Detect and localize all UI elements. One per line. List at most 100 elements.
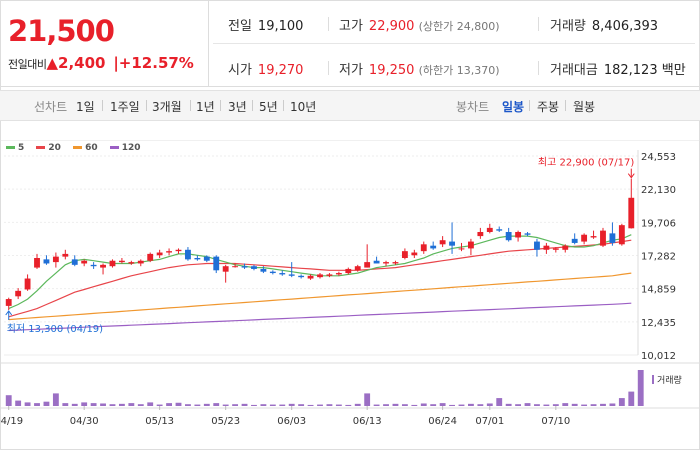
divider [538, 17, 539, 31]
candle [34, 253, 40, 269]
candle [194, 255, 201, 261]
stat-label: 전일 [228, 19, 252, 34]
candle [524, 231, 531, 237]
candle [203, 255, 210, 263]
price-tick-label: 24,553 [641, 152, 676, 163]
candle [232, 263, 239, 268]
volume-bar [439, 403, 446, 406]
volume-bar [335, 404, 342, 406]
price-tick-label: 10,012 [641, 351, 676, 362]
candle [241, 263, 248, 269]
volume-bar [185, 404, 191, 406]
period-monthly-candle[interactable]: 월봉 [573, 100, 596, 114]
volume-bar [373, 404, 380, 406]
period-1week[interactable]: 1주일 [110, 100, 140, 114]
ma20-line [8, 239, 632, 318]
stat-value: 8,406,393 [591, 19, 659, 34]
lower-limit-price: (하한가 13,370) [418, 64, 500, 77]
stat-value: 182,123 [603, 63, 658, 78]
divider [220, 100, 221, 111]
volume-bar [581, 404, 588, 406]
candle [137, 259, 144, 267]
candle [260, 266, 267, 274]
candle-body [590, 236, 597, 238]
divider [190, 100, 191, 111]
candle-body [345, 268, 352, 274]
candle-body [505, 231, 512, 241]
period-1year[interactable]: 1년 [196, 100, 215, 114]
candle [468, 238, 474, 256]
candle-body [411, 252, 418, 256]
candle [62, 249, 69, 260]
period-1day[interactable]: 1일 [76, 100, 95, 114]
candle-body [383, 262, 389, 264]
candle-body [543, 245, 550, 250]
candle [251, 264, 257, 271]
period-3month[interactable]: 3개월 [152, 100, 182, 114]
row-divider [213, 43, 695, 44]
volume-bar [203, 403, 210, 406]
up-arrow-icon: ▲ [46, 54, 59, 72]
chart-annotations: 최고 22,900 (07/17) 최저 13,300 (04/19) [5, 157, 635, 335]
high-price-annotation: 최고 22,900 (07/17) [538, 157, 634, 169]
volume-bar [618, 398, 625, 406]
candle [590, 230, 597, 239]
candle-body [534, 241, 540, 250]
candle-body [486, 227, 493, 232]
volume-bar [628, 391, 635, 406]
volume-bar [354, 403, 361, 406]
candle-body [298, 275, 305, 278]
period-daily-candle[interactable]: 일봉 [502, 100, 525, 114]
volume-bar [326, 404, 333, 406]
candle [458, 242, 465, 252]
volume-bar [420, 403, 427, 406]
candle [81, 259, 88, 267]
candlestick-chart[interactable]: 24,553 22,130 19,706 17,282 14,859 12,435 10,0… [0, 140, 700, 450]
candle-body [24, 278, 31, 290]
volume-bar [81, 402, 88, 406]
quote-header: 21,500 전일대비▲2,400 |+12.57% 전일 19,100 고가 22… [0, 0, 700, 87]
volume-bar [411, 404, 418, 406]
candle-body [137, 260, 144, 264]
candle [166, 248, 172, 256]
candle-body [166, 251, 172, 253]
period-10year[interactable]: 10년 [290, 100, 317, 114]
candle-body [600, 230, 606, 246]
candle [269, 270, 276, 275]
candle [213, 255, 220, 274]
volume-bar [524, 403, 531, 406]
volume-bar [505, 403, 512, 406]
candle-body [62, 253, 69, 257]
legend-ma60: 60 [73, 143, 98, 153]
date-tick-label: 06/24 [428, 416, 457, 427]
candle-body [496, 229, 503, 231]
volume-bar [534, 404, 540, 406]
stat-label: 거래대금 [550, 63, 598, 78]
candle-body [52, 256, 59, 263]
candle [534, 238, 540, 257]
line-chart-label: 선차트 [34, 100, 68, 114]
volume-bar [401, 404, 408, 406]
date-tick-label: 05/23 [211, 416, 240, 427]
volume-bar [571, 403, 578, 406]
candle [185, 247, 191, 261]
volume-bar [43, 401, 50, 406]
volume-legend-swatch [652, 375, 654, 384]
volume-bar [392, 403, 399, 406]
period-weekly-candle[interactable]: 주봉 [537, 100, 560, 114]
volume-bar [147, 402, 154, 406]
candle-body [439, 240, 446, 245]
stat-value: 22,900 [368, 19, 415, 34]
legend-label: 5 [18, 143, 25, 153]
stat-value: 19,100 [257, 19, 304, 34]
candle-body [5, 299, 12, 306]
period-3year[interactable]: 3년 [228, 100, 247, 114]
volume-bar [166, 403, 172, 406]
candle [109, 259, 116, 268]
candle-body [15, 290, 22, 297]
candle-body [213, 256, 220, 271]
period-5year[interactable]: 5년 [259, 100, 278, 114]
candle-body [241, 266, 248, 268]
low-price-annotation: 최저 13,300 (04/19) [7, 323, 103, 335]
candle-body [128, 262, 135, 264]
